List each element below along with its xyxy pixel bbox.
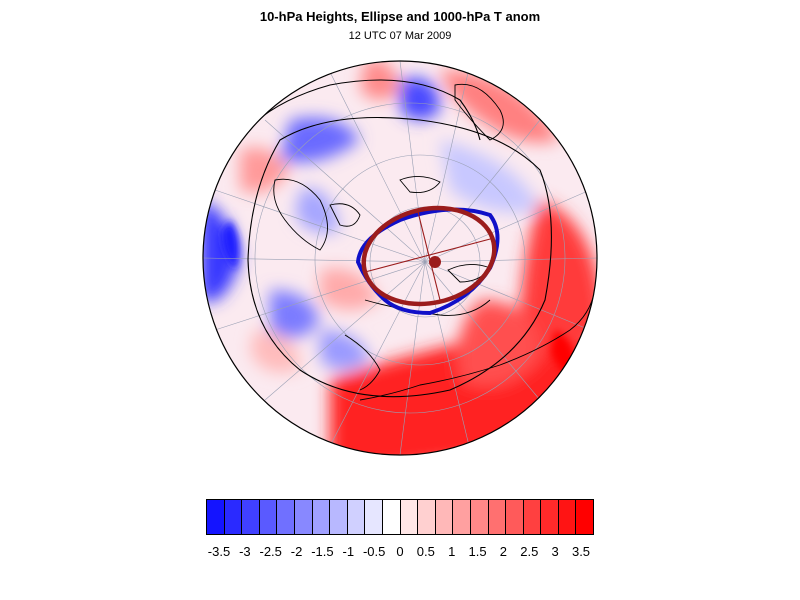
colorbar-tick-label: 3.5 [571, 544, 591, 559]
colorbar-tick-label: -2.5 [259, 544, 282, 559]
colorbar-cell [347, 500, 366, 534]
colorbar-cell [382, 500, 401, 534]
colorbar-cell [435, 500, 454, 534]
chart-title: 10-hPa Heights, Ellipse and 1000-hPa T a… [259, 9, 541, 24]
colorbar-tick-label: 2.5 [520, 544, 539, 559]
colorbar-cell [506, 500, 524, 534]
colorbar-tick-label: 2 [499, 544, 508, 559]
graticule [203, 61, 597, 455]
chart-subtitle: 12 UTC 07 Mar 2009 [348, 30, 452, 42]
colorbar-cell [400, 500, 419, 534]
map-boundary [202, 60, 598, 456]
vortex-centroid-marker [429, 256, 441, 268]
colorbar-cell [365, 500, 383, 534]
colorbar-cell [312, 500, 331, 534]
colorbar-labels: -3.5 -3 -2.5 -2 -1.5 -1 -0.5 0 0.5 1 1.5 2 2.5 3 3.5 [0, 544, 800, 564]
vortex-ellipse [361, 205, 497, 307]
colorbar-cell [453, 500, 471, 534]
colorbar-tick-label: -0.5 [362, 544, 386, 559]
colorbar-cell [259, 500, 278, 534]
colorbar-tick-label: 0 [396, 544, 404, 559]
colorbar-tick-label: 1 [448, 544, 456, 559]
colorbar-cell [277, 500, 295, 534]
colorbar-cell [541, 500, 559, 534]
temperature-anomaly-field [203, 61, 597, 455]
colorbar-cell [294, 500, 313, 534]
colorbar-cell [242, 500, 260, 534]
colorbar-cell [558, 500, 577, 534]
colorbar-cell [488, 500, 507, 534]
colorbar-cell [576, 500, 594, 534]
colorbar [206, 499, 594, 535]
colorbar-tick-label: 0.5 [416, 544, 435, 559]
colorbar-tick-label: -1 [342, 544, 355, 559]
colorbar-tick-label: -3 [239, 544, 251, 559]
colorbar-cell [330, 500, 348, 534]
colorbar-tick-label: -2 [290, 544, 303, 559]
colorbar-tick-label: -1.5 [311, 544, 334, 559]
colorbar-tick-label: -3.5 [207, 544, 231, 559]
colorbar-cell [470, 500, 489, 534]
coastlines [273, 83, 596, 401]
colorbar-cell [224, 500, 243, 534]
colorbar-cell [207, 500, 225, 534]
colorbar-tick-label: 1.5 [468, 544, 487, 559]
colorbar-cell [418, 500, 436, 534]
colorbar-tick-label: 3 [551, 544, 559, 559]
ellipse-axes [364, 211, 495, 301]
colorbar-cell [523, 500, 542, 534]
